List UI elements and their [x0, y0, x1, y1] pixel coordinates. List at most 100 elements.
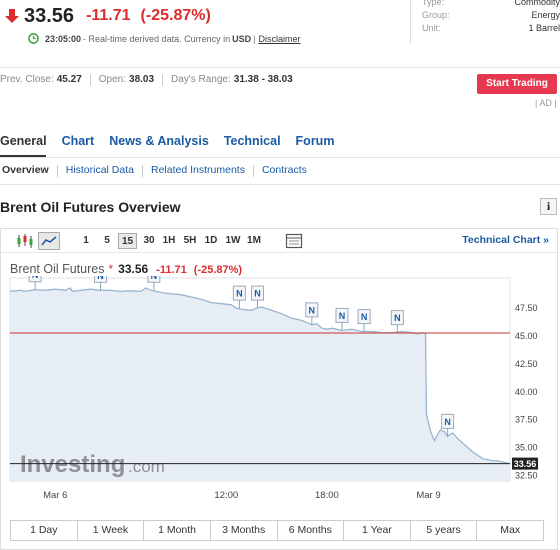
range-1-month[interactable]: 1 Month — [144, 521, 211, 540]
delayed-star: * — [108, 262, 114, 276]
info-row-type: Type: Commodity — [422, 0, 560, 7]
price-change: -11.71 — [86, 7, 131, 24]
interval-5h[interactable]: 5H — [183, 235, 197, 246]
news-marker-label: N — [339, 311, 346, 321]
news-marker-label: N — [32, 276, 39, 280]
prev-close-value: 45.27 — [56, 74, 82, 85]
prev-close-label: Prev. Close: — [0, 74, 54, 85]
start-trading-button[interactable]: Start Trading — [477, 74, 557, 94]
tab-general[interactable]: General — [0, 134, 47, 148]
page-title: Brent Oil Futures Overview — [0, 199, 181, 215]
interval-1d[interactable]: 1D — [204, 235, 218, 246]
tab-chart[interactable]: Chart — [61, 134, 95, 148]
open-value: 38.03 — [129, 74, 155, 85]
y-tick-label: 42.50 — [515, 359, 538, 369]
y-tick-label: 35.00 — [515, 443, 538, 453]
chart-toolbar: 1 5 15 30 1H 5H 1D 1W 1M Technical Chart… — [1, 229, 557, 253]
range-max[interactable]: Max — [500, 524, 521, 536]
realtime-status: 23:05:00 - Real-time derived data. Curre… — [28, 33, 300, 44]
x-tick-label: 12:00 — [214, 490, 238, 501]
y-tick-label: 37.50 — [515, 415, 538, 425]
chart-change-percent: (-25.87%) — [193, 264, 243, 276]
interval-1[interactable]: 1 — [83, 235, 89, 246]
quote-stats: Prev. Close: 45.27 Open: 38.03 Day's Ran… — [0, 74, 293, 86]
news-marker-label: N — [361, 312, 368, 322]
news-marker-label: N — [394, 313, 401, 323]
tab-technical[interactable]: Technical — [223, 134, 281, 148]
info-button[interactable]: i — [540, 198, 557, 215]
news-marker-7[interactable] — [335, 307, 349, 323]
tabs-divider — [0, 157, 560, 158]
interval-1w[interactable]: 1W — [225, 235, 241, 246]
x-tick-label: Mar 9 — [416, 490, 440, 501]
technical-chart-link[interactable]: Technical Chart » — [462, 234, 549, 246]
investing-watermark-suffix: .com — [128, 457, 165, 476]
quote-price-row: 33.56 -11.71 (-25.87%) — [0, 2, 211, 30]
news-marker-label: N — [309, 305, 316, 315]
clock-icon — [28, 33, 39, 44]
range-5-years[interactable]: 5 years — [411, 521, 478, 540]
news-marker-2[interactable] — [94, 276, 108, 283]
range-6-months[interactable]: 6 Months — [278, 521, 345, 540]
news-marker-label: N — [444, 417, 451, 427]
range-1-year[interactable]: 1 Year — [344, 521, 411, 540]
range-1-week[interactable]: 1 Week — [78, 521, 145, 540]
news-marker-label: N — [236, 289, 243, 299]
tab-forum[interactable]: Forum — [295, 134, 335, 148]
news-marker-1[interactable] — [28, 276, 42, 283]
interval-1h[interactable]: 1H — [162, 235, 176, 246]
chart-price: 33.56 — [118, 262, 149, 276]
news-marker-8[interactable] — [357, 309, 371, 325]
interval-30[interactable]: 30 — [143, 235, 155, 246]
subtab-overview[interactable]: Overview — [2, 164, 49, 176]
price-area-fill — [10, 288, 510, 481]
disclaimer-link[interactable]: Disclaimer — [258, 33, 301, 44]
open-label: Open: — [98, 74, 127, 85]
currency: USD — [232, 33, 252, 44]
chart-change: -11.71 — [156, 264, 187, 276]
days-range-value: 31.38 - 38.03 — [233, 74, 293, 85]
active-tab-indicator — [0, 155, 46, 158]
interval-5[interactable]: 5 — [104, 235, 110, 246]
days-range-label: Day's Range: — [171, 74, 231, 85]
interval-1m[interactable]: 1M — [247, 235, 261, 246]
price-line — [9, 287, 511, 465]
area-chart-button[interactable] — [38, 232, 60, 250]
quote-time: 23:05:00 — [45, 33, 82, 44]
range-1-day[interactable]: 1 Day — [11, 521, 78, 540]
realtime-text: - Real-time derived data. Currency in — [83, 33, 231, 44]
range-buttons: 1 Day 1 Week 1 Month 3 Months 6 Months 1… — [10, 520, 544, 541]
info-row-unit: Unit: 1 Barrel — [422, 23, 560, 33]
news-marker-5[interactable] — [250, 285, 264, 301]
subtab-related-instruments[interactable]: Related Instruments — [150, 164, 245, 176]
table-view-icon[interactable] — [285, 233, 303, 249]
news-marker-6[interactable] — [305, 302, 319, 318]
main-tabs: General Chart News & Analysis Technical … — [0, 134, 349, 148]
y-tick-label: 32.50 — [515, 470, 538, 480]
price-chart[interactable]: Investing.com N N N N N N N N N N 47.50 45.00 42.50 40… — [0, 276, 560, 506]
interval-15[interactable]: 15 — [118, 233, 137, 249]
news-marker-label: N — [97, 276, 104, 281]
down-arrow-icon — [5, 9, 19, 23]
y-tick-label: 40.00 — [515, 387, 538, 397]
candlestick-chart-icon[interactable] — [15, 233, 35, 249]
instrument-info: Type: Commodity Group: Energy Unit: 1 Ba… — [422, 0, 560, 35]
news-marker-10[interactable] — [441, 413, 455, 429]
ad-label: | AD | — [535, 98, 557, 108]
x-tick-label: Mar 6 — [43, 490, 67, 501]
y-tick-label: 45.00 — [515, 331, 538, 341]
news-marker-4[interactable] — [232, 285, 246, 301]
tab-news-analysis[interactable]: News & Analysis — [109, 134, 209, 148]
investing-watermark: Investing — [20, 451, 125, 478]
chart-instrument-name: Brent Oil Futures — [10, 262, 105, 276]
range-3-months[interactable]: 3 Months — [211, 521, 278, 540]
news-marker-9[interactable] — [390, 310, 404, 326]
y-tick-label: 47.50 — [515, 303, 538, 313]
sub-tabs: Overview Historical Data Related Instrum… — [2, 164, 307, 177]
news-marker-3[interactable] — [147, 276, 161, 283]
subtab-contracts[interactable]: Contracts — [261, 164, 307, 176]
subtab-historical-data[interactable]: Historical Data — [65, 164, 134, 176]
info-divider — [410, 0, 411, 44]
x-tick-label: 18:00 — [315, 490, 339, 501]
last-price-badge — [512, 457, 538, 470]
